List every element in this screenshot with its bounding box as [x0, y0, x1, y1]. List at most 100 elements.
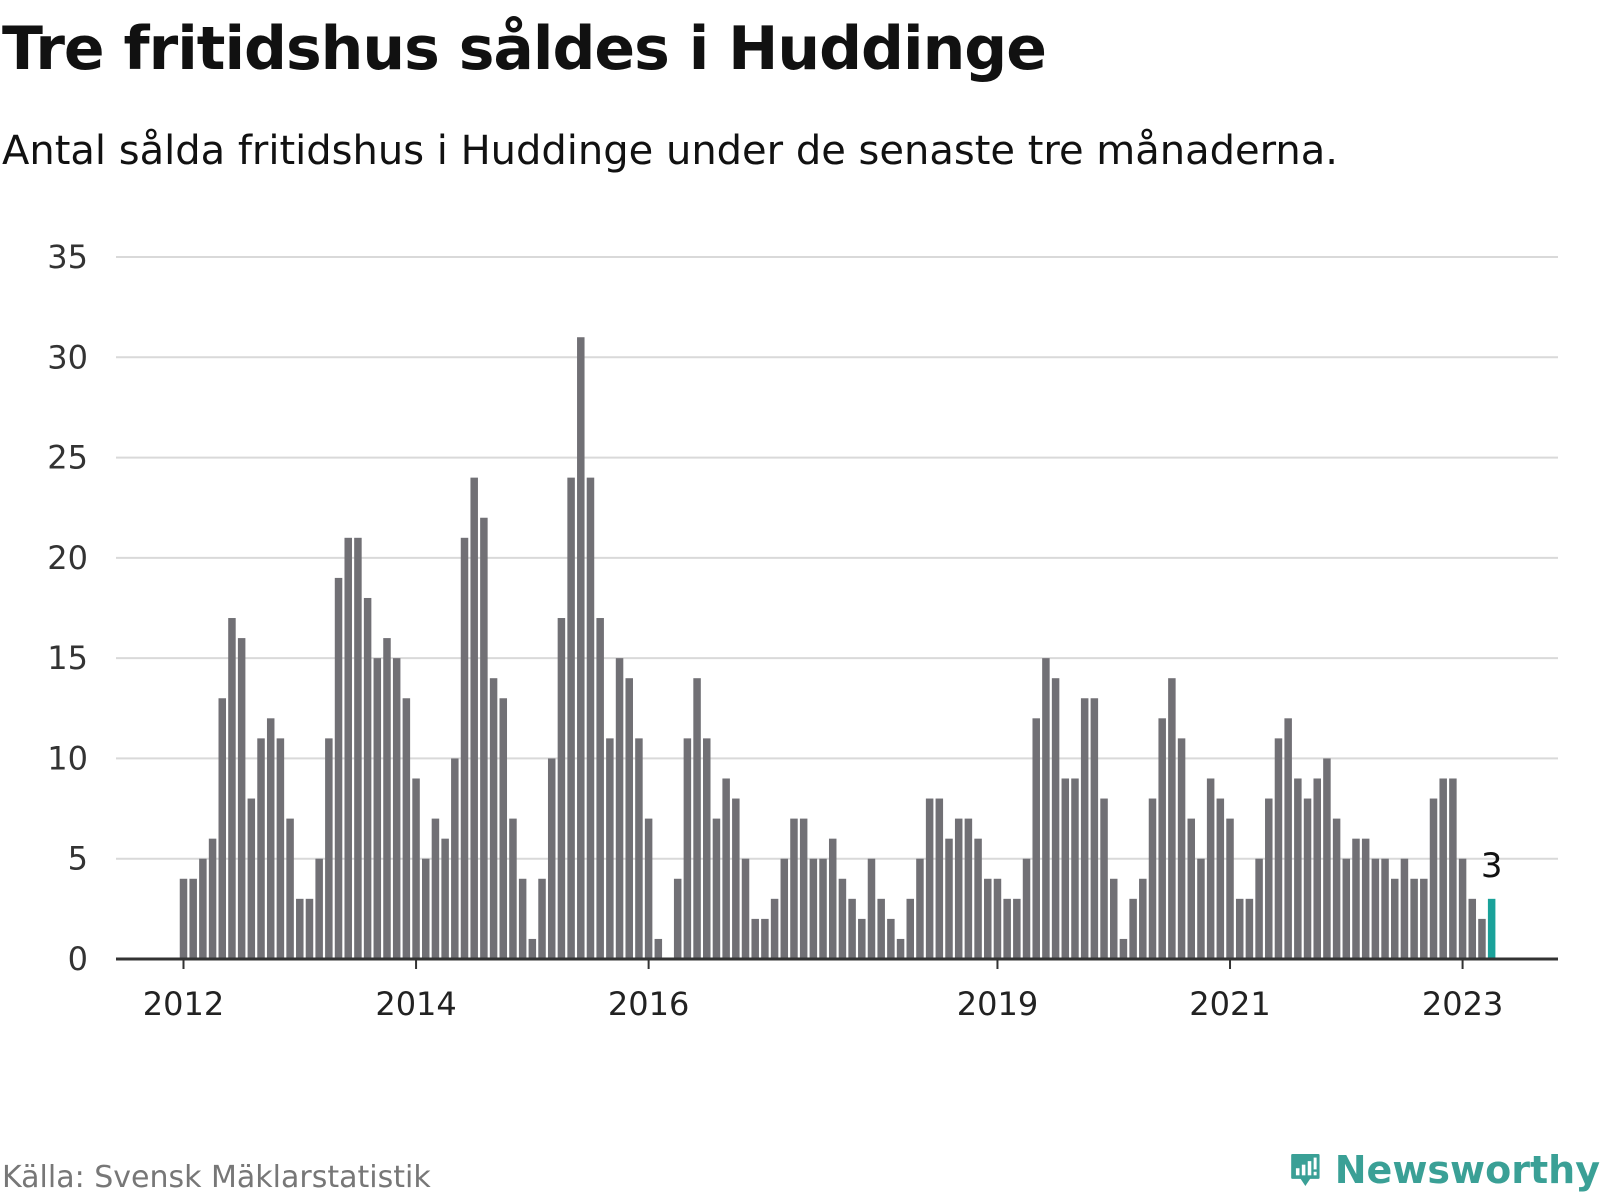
brand-name: Newsworthy: [1334, 1148, 1600, 1192]
bar: [538, 878, 546, 959]
bar: [325, 738, 333, 959]
bar: [470, 477, 478, 959]
bar: [635, 738, 643, 959]
bar: [732, 798, 740, 959]
bar: [189, 878, 197, 959]
bar: [712, 818, 721, 959]
bar: [266, 718, 275, 959]
bar: [1449, 778, 1457, 959]
brand-block: Newsworthy: [1290, 1140, 1600, 1200]
bar: [838, 878, 847, 959]
bar: [1381, 858, 1389, 959]
bar-highlight: [1487, 898, 1496, 959]
bar: [974, 838, 982, 959]
bar: [848, 898, 856, 959]
bar: [1216, 798, 1225, 959]
bar: [276, 738, 285, 959]
bar: [305, 898, 314, 959]
y-tick-label: 15: [47, 639, 88, 677]
bar: [1303, 798, 1312, 959]
bar: [577, 337, 585, 960]
bar: [179, 878, 188, 959]
bar: [703, 738, 711, 959]
bar: [557, 618, 566, 959]
bar: [1090, 698, 1099, 959]
bar: [1177, 738, 1186, 959]
bar: [1458, 858, 1467, 959]
bar: [237, 638, 246, 959]
bar: [228, 618, 236, 959]
bar: [1100, 798, 1108, 959]
bar: [1255, 858, 1263, 959]
bar: [819, 858, 827, 959]
bar: [751, 918, 759, 959]
bar: [1274, 738, 1283, 959]
source-note: Källa: Svensk Mäklarstatistik: [2, 1160, 431, 1195]
bar: [693, 678, 701, 959]
bar: [741, 858, 750, 959]
bar: [286, 818, 294, 959]
bar: [1352, 838, 1360, 959]
bar: [896, 938, 905, 959]
bar: [451, 758, 459, 959]
bar: [1284, 718, 1292, 959]
bar: [1478, 918, 1486, 959]
bar: [1468, 898, 1477, 959]
bar: [499, 698, 508, 959]
bar: [867, 858, 876, 959]
bar: [596, 618, 604, 959]
bar: [770, 898, 779, 959]
bar: [654, 938, 663, 959]
bar: [790, 818, 798, 959]
bar: [354, 537, 362, 959]
bar: [1313, 778, 1321, 959]
bar: [1032, 718, 1040, 959]
bar: [1109, 878, 1118, 959]
bar: [547, 758, 556, 959]
chart-title: Tre fritidshus såldes i Huddinge: [2, 14, 1047, 84]
bar: [1042, 658, 1050, 959]
bar: [1332, 818, 1341, 959]
bar: [722, 778, 730, 959]
bar: [1061, 778, 1070, 959]
y-tick-label: 35: [47, 238, 88, 276]
bar: [1197, 858, 1205, 959]
bar: [1158, 718, 1166, 959]
bar: [1003, 898, 1011, 959]
bar: [460, 537, 469, 959]
bar: [1400, 858, 1409, 959]
bar: [1420, 878, 1428, 959]
bar: [809, 858, 818, 959]
bar: [1139, 878, 1147, 959]
bar: [925, 798, 934, 959]
bar: [1119, 938, 1128, 959]
bar: [673, 878, 682, 959]
bar: [373, 658, 382, 959]
bar: [1071, 778, 1079, 959]
x-tick-label: 2023: [1422, 985, 1503, 1023]
bar: [984, 878, 992, 959]
bar: [1148, 798, 1157, 959]
bar: [935, 798, 944, 959]
bar: [1294, 778, 1302, 959]
y-tick-label: 5: [68, 840, 88, 878]
bar: [1187, 818, 1196, 959]
bar: [363, 597, 372, 959]
bar: [1342, 858, 1351, 959]
bar: [858, 918, 866, 959]
bar: [1410, 878, 1418, 959]
bar: [761, 918, 769, 959]
bar: [906, 898, 914, 959]
bar: [489, 678, 498, 959]
bar: [518, 878, 527, 959]
last-value-label: 3: [1481, 846, 1503, 886]
bar: [208, 838, 217, 959]
bar: [441, 838, 449, 959]
bars: [179, 337, 1496, 960]
bar: [954, 818, 963, 959]
y-tick-label: 20: [47, 539, 88, 577]
x-tick-label: 2012: [143, 985, 224, 1023]
y-tick-label: 30: [47, 338, 88, 376]
bar: [528, 938, 537, 959]
